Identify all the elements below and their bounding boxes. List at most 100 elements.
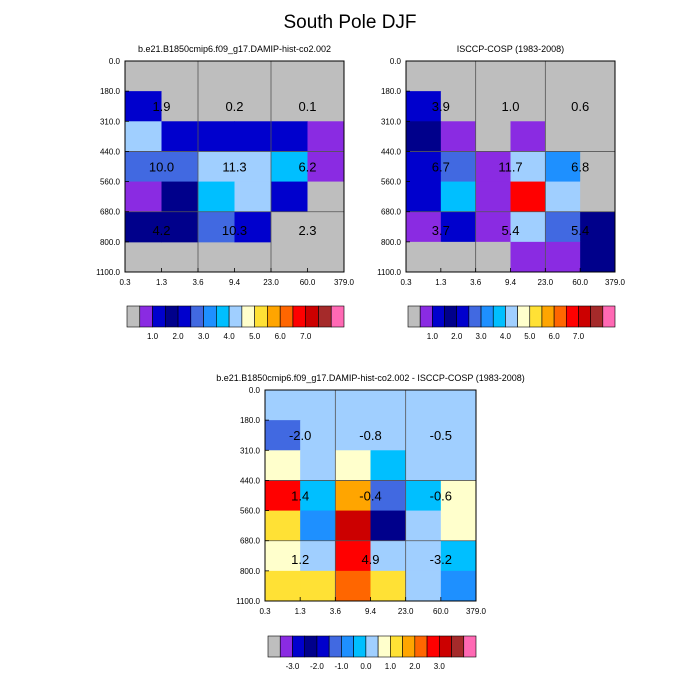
heatmap-cell [510,241,546,273]
cell-value-label: 5.4 [571,223,589,238]
y-tick-label: 680.0 [240,537,261,546]
heatmap-cell [370,510,407,542]
heatmap-cell [440,91,477,122]
heatmap-cell [265,540,301,572]
heatmap-cell [405,390,442,421]
colorbar-swatch [426,635,440,658]
heatmap-cell [335,480,371,512]
cell-value-label: 10.3 [222,223,247,238]
x-tick-label: 23.0 [263,278,279,287]
heatmap-cell [161,61,199,92]
heatmap-cell [440,151,477,183]
cell-value-label: 0.1 [298,99,316,114]
heatmap-cell [370,540,407,572]
colorbar: -3.0 -2.0 -1.0 0.0 1.0 2.0 3.0 [267,635,477,671]
heatmap-cell [510,91,546,122]
colorbar-swatch [565,305,579,328]
y-tick-label: 440.0 [100,147,121,156]
heatmap-cell [405,450,442,481]
x-tick-label: 60.0 [572,278,588,287]
colorbar-label: 2.0 [451,332,463,341]
heatmap-cell [198,181,235,213]
y-tick-label: 800.0 [100,238,121,247]
panel-title: b.e21.B1850cmip6.f09_g17.DAMIP-hist-co2.… [138,44,331,54]
heatmap-cell [125,61,162,92]
y-tick-label: 1100.0 [377,268,401,277]
x-tick-label: 379.0 [466,607,487,616]
colorbar-label: 1.0 [147,332,159,341]
heatmap-cell [335,420,371,451]
y-tick-label: 680.0 [381,208,402,217]
heatmap-cell [265,510,301,542]
colorbar-swatch [414,635,428,658]
x-tick-label: 3.6 [192,278,204,287]
heatmap-cell [545,91,581,122]
colorbar-label: 4.0 [500,332,512,341]
x-tick-label: 379.0 [605,278,626,287]
colorbar-swatch [305,305,319,328]
colorbar-swatch [480,305,494,328]
heatmap-cell [300,450,336,481]
y-tick-label: 310.0 [240,446,261,455]
y-tick-label: 0.0 [249,386,261,395]
colorbar-swatch [254,305,268,328]
heatmap-cell [545,61,581,92]
heatmap-panel-2: ISCCP-COSP (1983-2008) 0.3 1.3 3.6 9.4 23.0 60… [377,44,625,341]
x-tick-label: 0.3 [119,278,131,287]
colorbar-label: -2.0 [310,662,324,671]
heatmap-cell [335,390,371,421]
heatmap-cell [440,510,477,542]
heatmap-cell [300,510,336,542]
x-tick-label: 3.6 [470,278,482,287]
heatmap-cell [405,510,442,542]
colorbar: 1.0 2.0 3.0 4.0 5.0 6.0 7.0 [407,305,616,341]
y-tick-label: 1100.0 [236,597,260,606]
heatmap-cell [234,211,272,243]
heatmap-cell [265,480,301,512]
colorbar-label: 0.0 [360,662,372,671]
panel-title: b.e21.B1850cmip6.f09_g17.DAMIP-hist-co2.… [216,373,525,383]
heatmap-cell [307,151,345,183]
heatmap-cell [580,151,616,183]
heatmap-cell [406,61,442,92]
heatmap-cell [405,480,442,512]
colorbar-label: 5.0 [249,332,261,341]
cell-value-label: 10.0 [149,160,174,175]
y-tick-label: 560.0 [100,178,121,187]
heatmap-cell [475,211,511,243]
colorbar-swatch [341,635,354,658]
heatmap-cell [125,151,162,183]
colorbar-swatch [292,635,306,658]
heatmap-cell [406,241,442,273]
y-tick-label: 180.0 [381,87,402,96]
colorbar-label: 4.0 [224,332,236,341]
heatmap-cell [475,61,511,92]
heatmap-cell [440,121,477,152]
heatmap-cell [406,211,442,243]
y-tick-label: 680.0 [100,208,121,217]
heatmap-cell [161,181,199,213]
colorbar-swatch [241,305,255,328]
colorbar-swatch [438,635,452,658]
heatmap-cell [198,121,235,152]
colorbar-swatch [468,305,482,328]
x-tick-label: 379.0 [334,278,355,287]
heatmap-cell [440,61,477,92]
colorbar-swatch [492,305,506,328]
colorbar-swatch [316,635,330,658]
cell-value-label: -0.6 [430,489,452,504]
heatmap-cell [580,91,616,122]
colorbar-swatch [279,635,293,658]
cell-value-label: 5.4 [501,223,519,238]
heatmap-cell [406,181,442,213]
heatmap-cell [271,91,308,122]
heatmap-cell [271,211,308,243]
colorbar-label: 1.0 [385,662,397,671]
colorbar-swatch [304,635,318,658]
y-tick-label: 440.0 [381,147,402,156]
cell-value-label: 2.3 [298,223,316,238]
heatmap-cell [370,480,407,512]
heatmap-cell [405,570,442,602]
colorbar-swatch [590,305,604,328]
heatmap-cell [125,91,162,122]
